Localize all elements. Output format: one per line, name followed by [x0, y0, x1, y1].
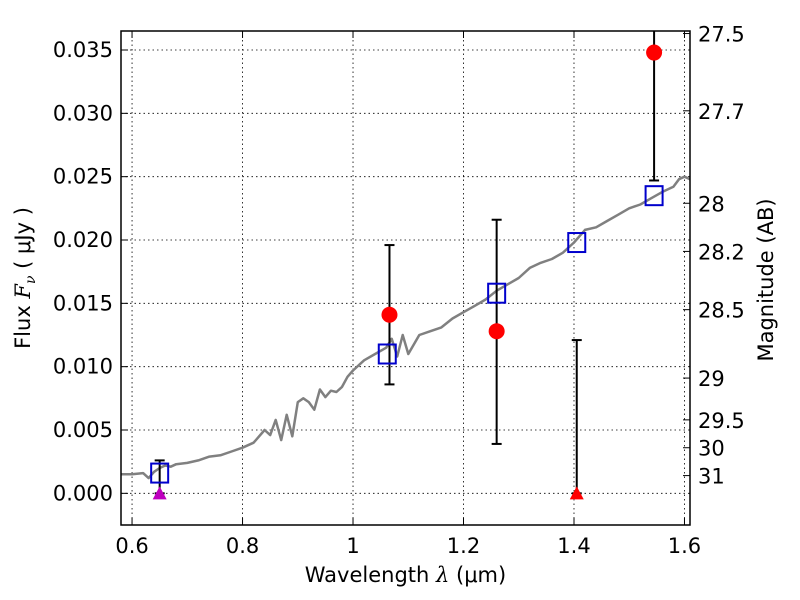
magnitude-tick-label: 31	[698, 465, 725, 489]
y-tick-label: 0.020	[53, 228, 113, 252]
y-tick-label: 0.015	[53, 291, 113, 315]
observed-point	[381, 306, 398, 323]
y-tick-label: 0.005	[53, 418, 113, 442]
upper-limit-marker	[569, 486, 584, 500]
synthetic-photometry-point	[150, 462, 170, 484]
observed-points-layer	[152, 44, 663, 500]
y-tick-label: 0.035	[53, 38, 113, 62]
y-tick-label: 0.010	[53, 355, 113, 379]
x-tick-label: 0.6	[115, 534, 148, 558]
synthetic-photometry-point	[567, 232, 587, 254]
magnitude-tick-label: 28.2	[698, 240, 745, 264]
observed-point	[488, 323, 505, 340]
upper-limit-marker	[152, 486, 167, 500]
synthetic-photometry-point	[644, 185, 664, 207]
observed-point	[646, 44, 663, 61]
model-spectrum-line	[121, 175, 691, 480]
synthetic-photometry-layer	[150, 185, 664, 484]
y-tick-label: 0.000	[53, 481, 113, 505]
synthetic-photometry-point	[377, 343, 397, 365]
model-spectrum-layer	[121, 175, 691, 480]
magnitude-tick-label: 27.7	[698, 100, 745, 124]
magnitude-tick-label: 27.5	[698, 23, 745, 47]
magnitude-tick-label: 29.5	[698, 409, 745, 433]
y-tick-label: 0.030	[53, 101, 113, 125]
magnitude-axis-label: Magnitude (AB)	[754, 198, 778, 361]
y-tick-label: 0.025	[53, 165, 113, 189]
tick-labels: 0.6 0.8 1 1.2 1.4 1.6 0.000 0.005 0.010 0.015 0.02…	[53, 23, 745, 558]
x-tick-label: 1.6	[668, 534, 701, 558]
plot-frame	[120, 30, 691, 526]
x-tick-label: 1.4	[557, 534, 590, 558]
magnitude-tick-label: 29	[698, 367, 725, 391]
y-axis-label: Flux Fν ( μJy )	[11, 207, 39, 349]
x-tick-label: 1	[346, 534, 359, 558]
magnitude-tick-label: 28	[698, 192, 725, 216]
synthetic-photometry-point	[487, 282, 507, 304]
x-tick-label: 0.8	[226, 534, 259, 558]
magnitude-tick-label: 28.5	[698, 299, 745, 323]
ticks	[121, 31, 690, 525]
grid	[121, 31, 690, 525]
error-bars-layer	[154, 31, 660, 495]
x-axis-label: Wavelength λ (μm)	[305, 563, 506, 587]
x-tick-label: 1.2	[447, 534, 480, 558]
magnitude-tick-label: 30	[698, 437, 725, 461]
